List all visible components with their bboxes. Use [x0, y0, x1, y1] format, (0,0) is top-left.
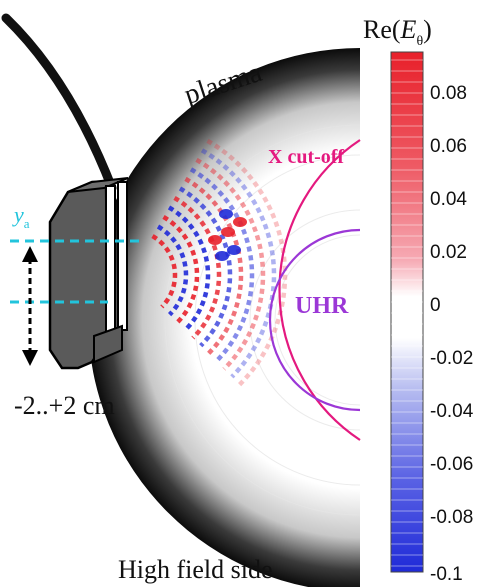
- colorbar: [390, 51, 424, 573]
- antenna: [48, 177, 129, 370]
- wave-lobe: [221, 227, 235, 237]
- colorbar-tick-label: 0: [430, 295, 441, 316]
- wave-front-arc: [178, 186, 233, 348]
- wave-front-arc: [195, 157, 266, 371]
- x-cutoff-label: X cut-off: [268, 146, 344, 168]
- colorbar-tick-label: 0.02: [430, 242, 467, 263]
- wave-front-arc: [184, 176, 244, 356]
- wave-front-arc: [151, 234, 178, 309]
- bottom-label: High field side: [118, 555, 273, 584]
- wave-front-arc: [167, 205, 211, 332]
- wave-front-arc: [189, 167, 255, 363]
- wave-front-arc: [156, 224, 189, 317]
- wave-lobe: [208, 235, 222, 245]
- wave-front-arc: [173, 195, 222, 340]
- colorbar-title: Re(Eθ): [363, 15, 432, 49]
- wave-lobe: [215, 251, 229, 261]
- wave-front-arc: [206, 138, 288, 387]
- antenna-slot-2: [117, 181, 128, 331]
- colorbar-ticks: 0.08 0.06 0.04 0.02 0 -0.02 -0.04 -0.06 -0.08 -0.…: [430, 83, 474, 585]
- outer-arc-line: [1, 13, 117, 193]
- colorbar-tick-label: 0.06: [430, 136, 467, 157]
- antenna-foot: [93, 324, 123, 364]
- colorbar-tick-label: 0.04: [430, 189, 467, 210]
- colorbar-bands: [391, 59, 423, 567]
- wave-lobe: [219, 209, 233, 219]
- colorbar-tick-label: -0.08: [430, 507, 473, 528]
- colorbar-tick-label: 0.08: [430, 83, 467, 104]
- antenna-top: [67, 177, 129, 193]
- plasma-region: [88, 48, 361, 587]
- wave-lobe: [233, 217, 247, 227]
- x-cutoff-contour: [278, 139, 361, 441]
- colorbar-tick-label: -0.06: [430, 454, 473, 475]
- wave-field-pattern: [151, 138, 288, 387]
- uhr-contour: [268, 228, 361, 412]
- scan-range-label: -2..+2 cm: [14, 391, 115, 420]
- ya-label: ya: [12, 202, 30, 231]
- colorbar-tick-label: -0.1: [430, 564, 463, 585]
- colorbar-tick-label: -0.04: [430, 401, 474, 422]
- uhr-label: UHR: [295, 293, 349, 319]
- arrow-head-up: [22, 246, 38, 262]
- colorbar-tick-label: -0.02: [430, 348, 473, 369]
- wave-front-arc: [200, 148, 277, 379]
- arrow-head-down: [22, 350, 38, 366]
- wave-lobe: [227, 245, 241, 255]
- antenna-slot-1: [105, 185, 116, 335]
